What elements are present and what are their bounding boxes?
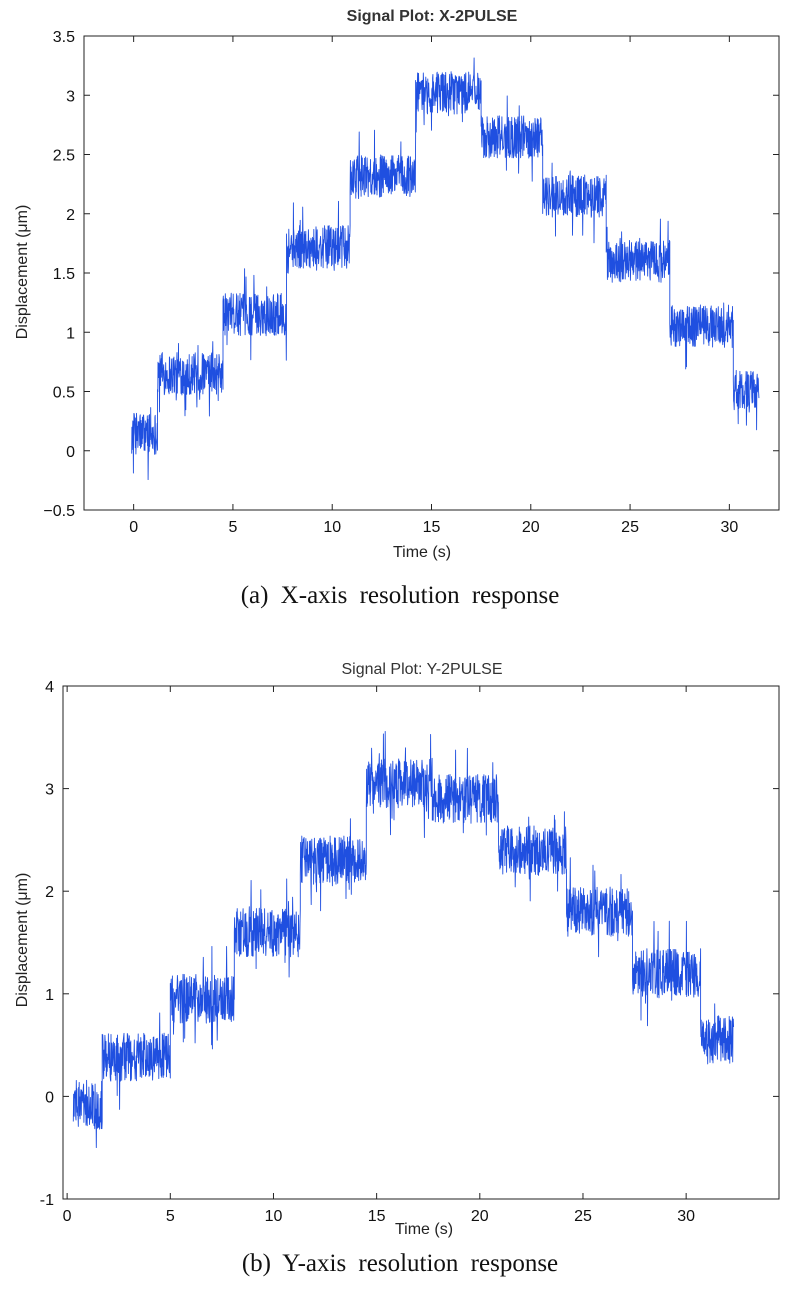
x-tick-label: 20	[471, 1208, 489, 1225]
figure-panel-b: Signal Plot: Y-2PULSE Displacement (μm) …	[0, 650, 800, 1292]
y-tick-label: 2.5	[53, 148, 75, 165]
y-tick-label: 0	[66, 444, 75, 461]
x-tick-label: 20	[522, 519, 540, 536]
y-tick-label: 3	[66, 88, 75, 105]
y-tick-label: −0.5	[43, 503, 75, 520]
signal-line	[131, 57, 760, 481]
plot-frame	[62, 685, 780, 1200]
x-tick-label: 0	[63, 1208, 72, 1225]
chart-y-signal: Signal Plot: Y-2PULSE Displacement (μm) …	[14, 661, 780, 1238]
x-tick-label: 25	[621, 519, 639, 536]
y-tick-label: 3	[45, 782, 54, 799]
x-tick-label: 10	[323, 519, 341, 536]
x-tick-label: 15	[368, 1208, 386, 1225]
figure-caption-a: (a) X-axis resolution response	[240, 582, 560, 609]
x-tick-label: 25	[574, 1208, 592, 1225]
x-axis-label: Time (s)	[393, 544, 451, 561]
chart-title: Signal Plot: Y-2PULSE	[342, 661, 503, 678]
chart-x-signal: Signal Plot: X-2PULSE Displacement (μm) …	[14, 8, 780, 561]
y-tick-label: -1	[40, 1192, 54, 1209]
axis-ticks: 0 5 10 15 20 25 30 -1 0 1 2 3 4	[40, 679, 779, 1225]
axis-ticks: 0 5 10 15 20 25 30 −0.5 0 0.5 1 1.5 2 2.5 3 3.5	[43, 29, 779, 536]
y-axis-label: Displacement (μm)	[14, 205, 31, 340]
signal-series	[72, 730, 735, 1149]
x-tick-label: 15	[423, 519, 441, 536]
figure-panel-a: Signal Plot: X-2PULSE Displacement (μm) …	[0, 0, 800, 640]
x-tick-label: 10	[265, 1208, 283, 1225]
figure-caption-b: (b) Y-axis resolution response	[241, 1250, 559, 1277]
y-axis-label: Displacement (μm)	[14, 873, 31, 1008]
x-tick-label: 30	[677, 1208, 695, 1225]
signal-series	[131, 57, 760, 481]
y-tick-label: 1	[66, 325, 75, 342]
y-tick-label: 4	[45, 679, 54, 696]
x-tick-label: 30	[720, 519, 738, 536]
x-axis-label: Time (s)	[395, 1221, 453, 1238]
y-tick-label: 0.5	[53, 385, 75, 402]
x-tick-label: 0	[129, 519, 138, 536]
y-tick-label: 0	[45, 1089, 54, 1106]
x-tick-label: 5	[166, 1208, 175, 1225]
y-tick-label: 1.5	[53, 266, 75, 283]
signal-line	[72, 730, 735, 1149]
y-tick-label: 2	[45, 884, 54, 901]
y-tick-label: 3.5	[53, 29, 75, 46]
chart-title: Signal Plot: X-2PULSE	[347, 8, 518, 25]
y-tick-label: 2	[66, 207, 75, 224]
y-tick-label: 1	[45, 987, 54, 1004]
x-tick-label: 5	[228, 519, 237, 536]
